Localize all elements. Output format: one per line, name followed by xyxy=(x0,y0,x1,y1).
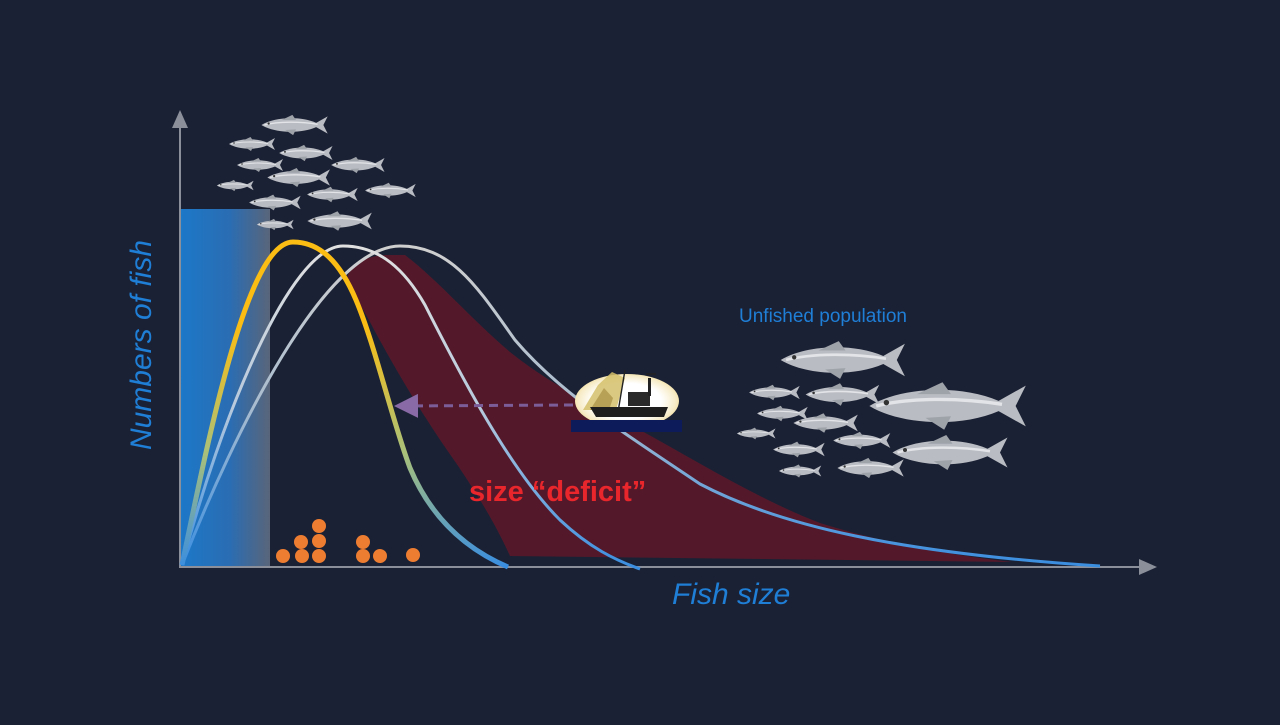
fished-curve xyxy=(179,239,509,570)
intermediate-curve xyxy=(180,244,641,571)
egg-cluster-icon xyxy=(276,519,420,563)
tuna-school-icon xyxy=(736,339,1028,479)
unfished-population-label: Unfished population xyxy=(739,306,907,327)
fishing-boat-icon xyxy=(571,369,682,432)
x-axis-label: Fish size xyxy=(672,578,791,611)
size-deficit-region xyxy=(346,255,1012,562)
y-axis-label: Numbers of fish xyxy=(125,239,158,451)
unfished-curve xyxy=(180,244,1101,568)
size-deficit-label: size “deficit” xyxy=(469,476,647,508)
